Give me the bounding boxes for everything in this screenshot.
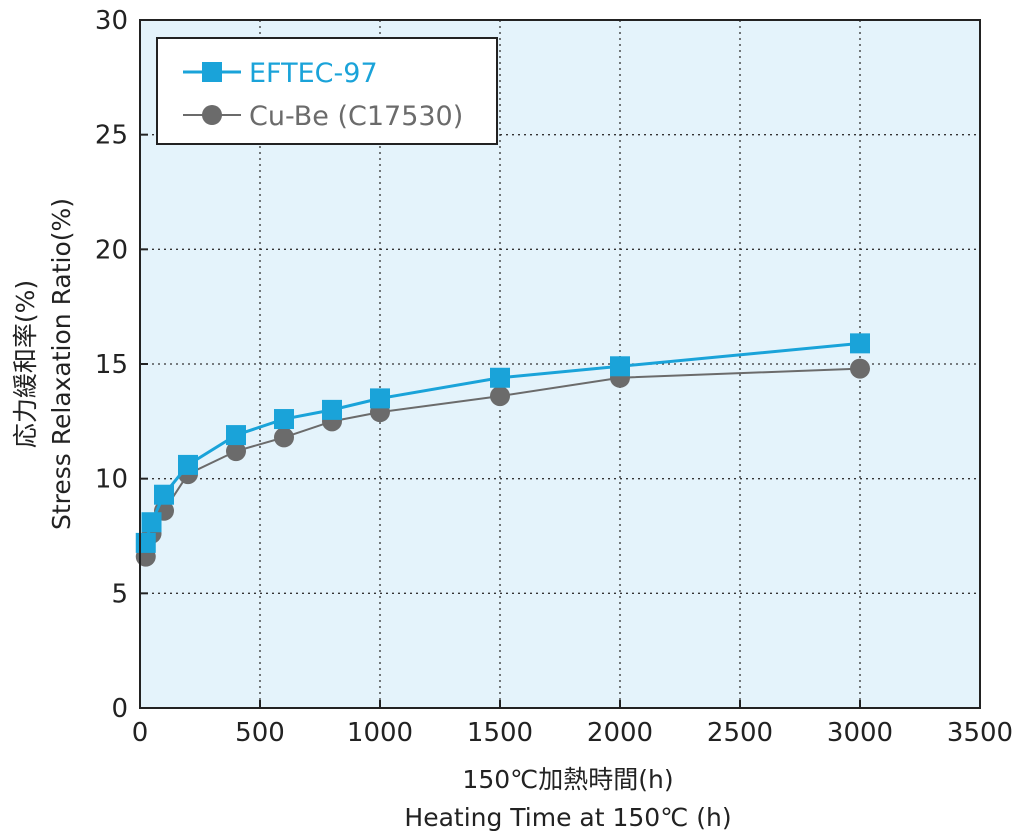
y-tick-label: 15 <box>95 350 128 380</box>
x-tick-label: 3500 <box>947 718 1013 748</box>
y-axis-title-jp: 応力緩和率(%) <box>11 280 40 448</box>
data-point-square <box>610 356 630 377</box>
y-tick-label: 5 <box>111 579 128 609</box>
x-axis-title-en: Heating Time at 150℃ (h) <box>404 803 731 832</box>
data-point-square <box>322 399 342 420</box>
data-point-circle <box>274 427 294 448</box>
x-tick-label: 500 <box>235 718 285 748</box>
data-point-circle <box>490 386 510 407</box>
legend-entry: Cu-Be (C17530) <box>183 101 463 132</box>
x-tick-label: 1000 <box>347 718 413 748</box>
data-point-square <box>135 532 156 553</box>
data-point-square <box>370 388 390 409</box>
x-tick-label: 0 <box>132 718 149 748</box>
x-tick-label: 1500 <box>467 718 533 748</box>
data-point-square <box>226 425 246 446</box>
legend: EFTEC-97 Cu-Be (C17530) <box>156 37 498 145</box>
data-point-square <box>850 333 870 354</box>
x-tick-label: 3000 <box>827 718 893 748</box>
legend-label: EFTEC-97 <box>249 58 378 89</box>
y-tick-label: 30 <box>95 6 128 36</box>
y-tick-label: 20 <box>95 235 128 265</box>
data-point-square <box>490 367 510 388</box>
legend-entries: EFTEC-97 Cu-Be (C17530) <box>183 58 463 132</box>
data-point-circle <box>850 358 870 379</box>
x-tick-label: 2000 <box>587 718 653 748</box>
data-point-square <box>178 454 198 475</box>
data-point-square <box>141 512 162 533</box>
x-tick-label: 2500 <box>707 718 773 748</box>
data-point-circle <box>226 441 246 462</box>
y-tick-label: 25 <box>95 121 128 151</box>
legend-label: Cu-Be (C17530) <box>249 101 463 132</box>
x-axis-title-jp: 150℃加熱時間(h) <box>462 765 673 794</box>
data-point-square <box>154 484 174 505</box>
series-eftec-97 <box>135 333 870 553</box>
legend-box <box>156 37 498 145</box>
y-tick-label: 10 <box>95 465 128 495</box>
axis-ticks: 0 500 1000 1500 2000 2500 3000 3500 0 5 10 15 20 25 30 <box>95 6 1013 748</box>
y-axis-title-en: Stress Relaxation Ratio(%) <box>47 198 76 530</box>
legend-entry: EFTEC-97 <box>183 58 378 89</box>
legend-marker-square <box>202 62 222 82</box>
y-tick-label: 0 <box>111 694 128 724</box>
data-point-square <box>274 409 294 430</box>
legend-marker-circle <box>202 105 222 125</box>
